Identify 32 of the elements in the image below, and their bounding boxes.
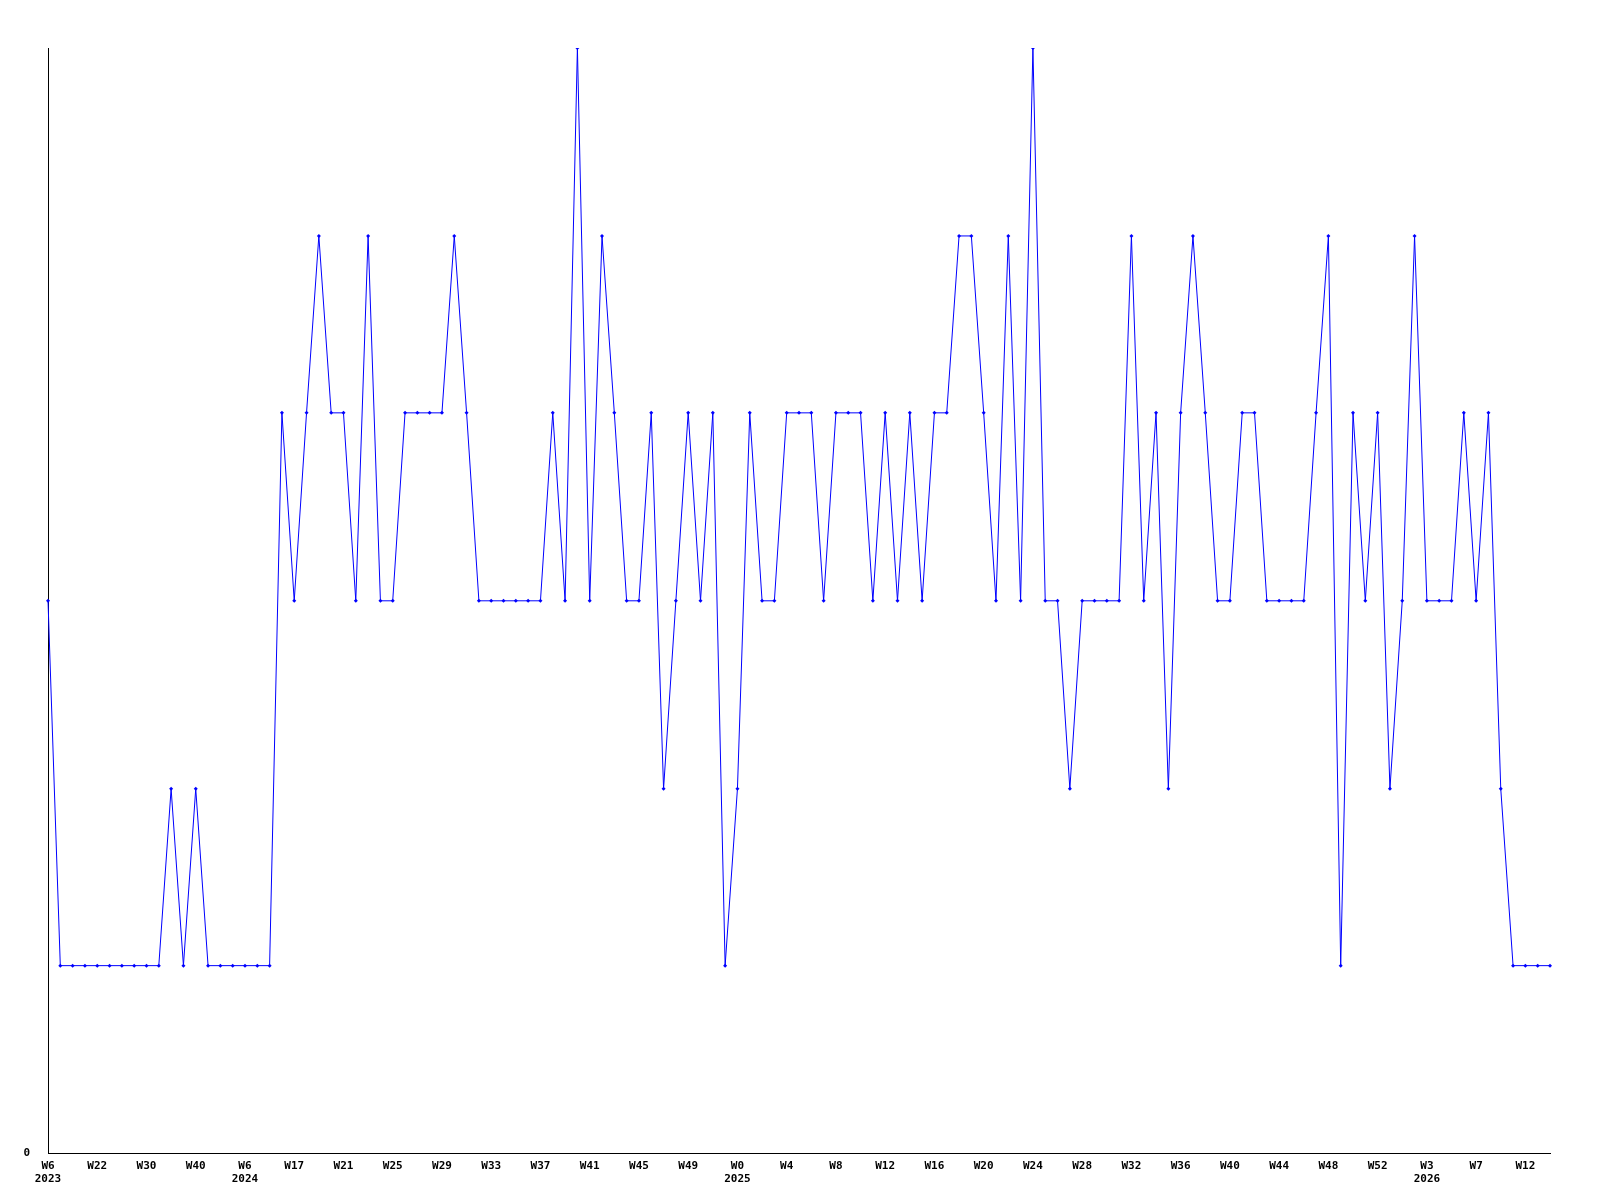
x-tick-label: W32: [1121, 1159, 1142, 1173]
x-tick-label: W37: [530, 1159, 551, 1173]
x-tick-label: W7: [1469, 1159, 1483, 1173]
x-tick-label: W12: [875, 1159, 896, 1173]
x-tick-label: W52: [1367, 1159, 1388, 1173]
x-tick-label: W30: [136, 1159, 157, 1173]
x-tick-label: W28: [1072, 1159, 1093, 1173]
x-tick-label: W6 2024: [231, 1159, 259, 1186]
x-tick-label: W48: [1318, 1159, 1339, 1173]
x-tick-label: W49: [678, 1159, 699, 1173]
x-tick-label: W22: [87, 1159, 108, 1173]
x-tick-label: W3 2026: [1413, 1159, 1441, 1186]
x-tick-label: W16: [924, 1159, 945, 1173]
x-tick-label: W29: [432, 1159, 452, 1173]
x-tick-label: W36: [1170, 1159, 1191, 1173]
x-tick-label: W4: [780, 1159, 794, 1173]
text: 0: [23, 1146, 30, 1160]
x-tick-label: W21: [333, 1159, 354, 1173]
x-tick-label: W8: [829, 1159, 843, 1173]
x-tick-label: W40: [1219, 1159, 1240, 1173]
x-tick-label: W40: [185, 1159, 206, 1173]
x-tick-label: W41: [579, 1159, 601, 1173]
x-tick-label: W25: [382, 1159, 403, 1173]
x-tick-label: W0 2025: [724, 1159, 751, 1186]
x-tick-label: W12: [1515, 1159, 1536, 1173]
x-tick-label: W6 2023: [34, 1159, 62, 1186]
x-tick-label: W24: [1022, 1159, 1044, 1173]
x-tick-label: W45: [629, 1159, 649, 1173]
x-tick-label: W44: [1269, 1159, 1290, 1173]
x-tick-label: W33: [481, 1159, 502, 1173]
x-tick-label: W17: [284, 1159, 305, 1173]
x-tick-label: W20: [973, 1159, 994, 1173]
